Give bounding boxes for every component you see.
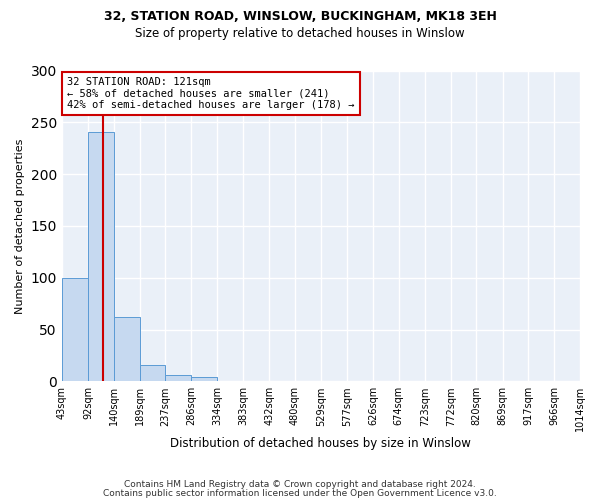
Bar: [62, 278, 88, 382]
Bar: [166, 375, 191, 382]
Bar: [140, 365, 166, 382]
Text: 32 STATION ROAD: 121sqm
← 58% of detached houses are smaller (241)
42% of semi-d: 32 STATION ROAD: 121sqm ← 58% of detache…: [67, 76, 355, 110]
Text: 32, STATION ROAD, WINSLOW, BUCKINGHAM, MK18 3EH: 32, STATION ROAD, WINSLOW, BUCKINGHAM, M…: [104, 10, 496, 23]
Bar: [113, 317, 140, 382]
X-axis label: Distribution of detached houses by size in Winslow: Distribution of detached houses by size …: [170, 437, 472, 450]
Text: Contains public sector information licensed under the Open Government Licence v3: Contains public sector information licen…: [103, 489, 497, 498]
Text: Size of property relative to detached houses in Winslow: Size of property relative to detached ho…: [135, 28, 465, 40]
Y-axis label: Number of detached properties: Number of detached properties: [15, 138, 25, 314]
Text: Contains HM Land Registry data © Crown copyright and database right 2024.: Contains HM Land Registry data © Crown c…: [124, 480, 476, 489]
Bar: [88, 132, 113, 382]
Bar: [191, 377, 217, 382]
